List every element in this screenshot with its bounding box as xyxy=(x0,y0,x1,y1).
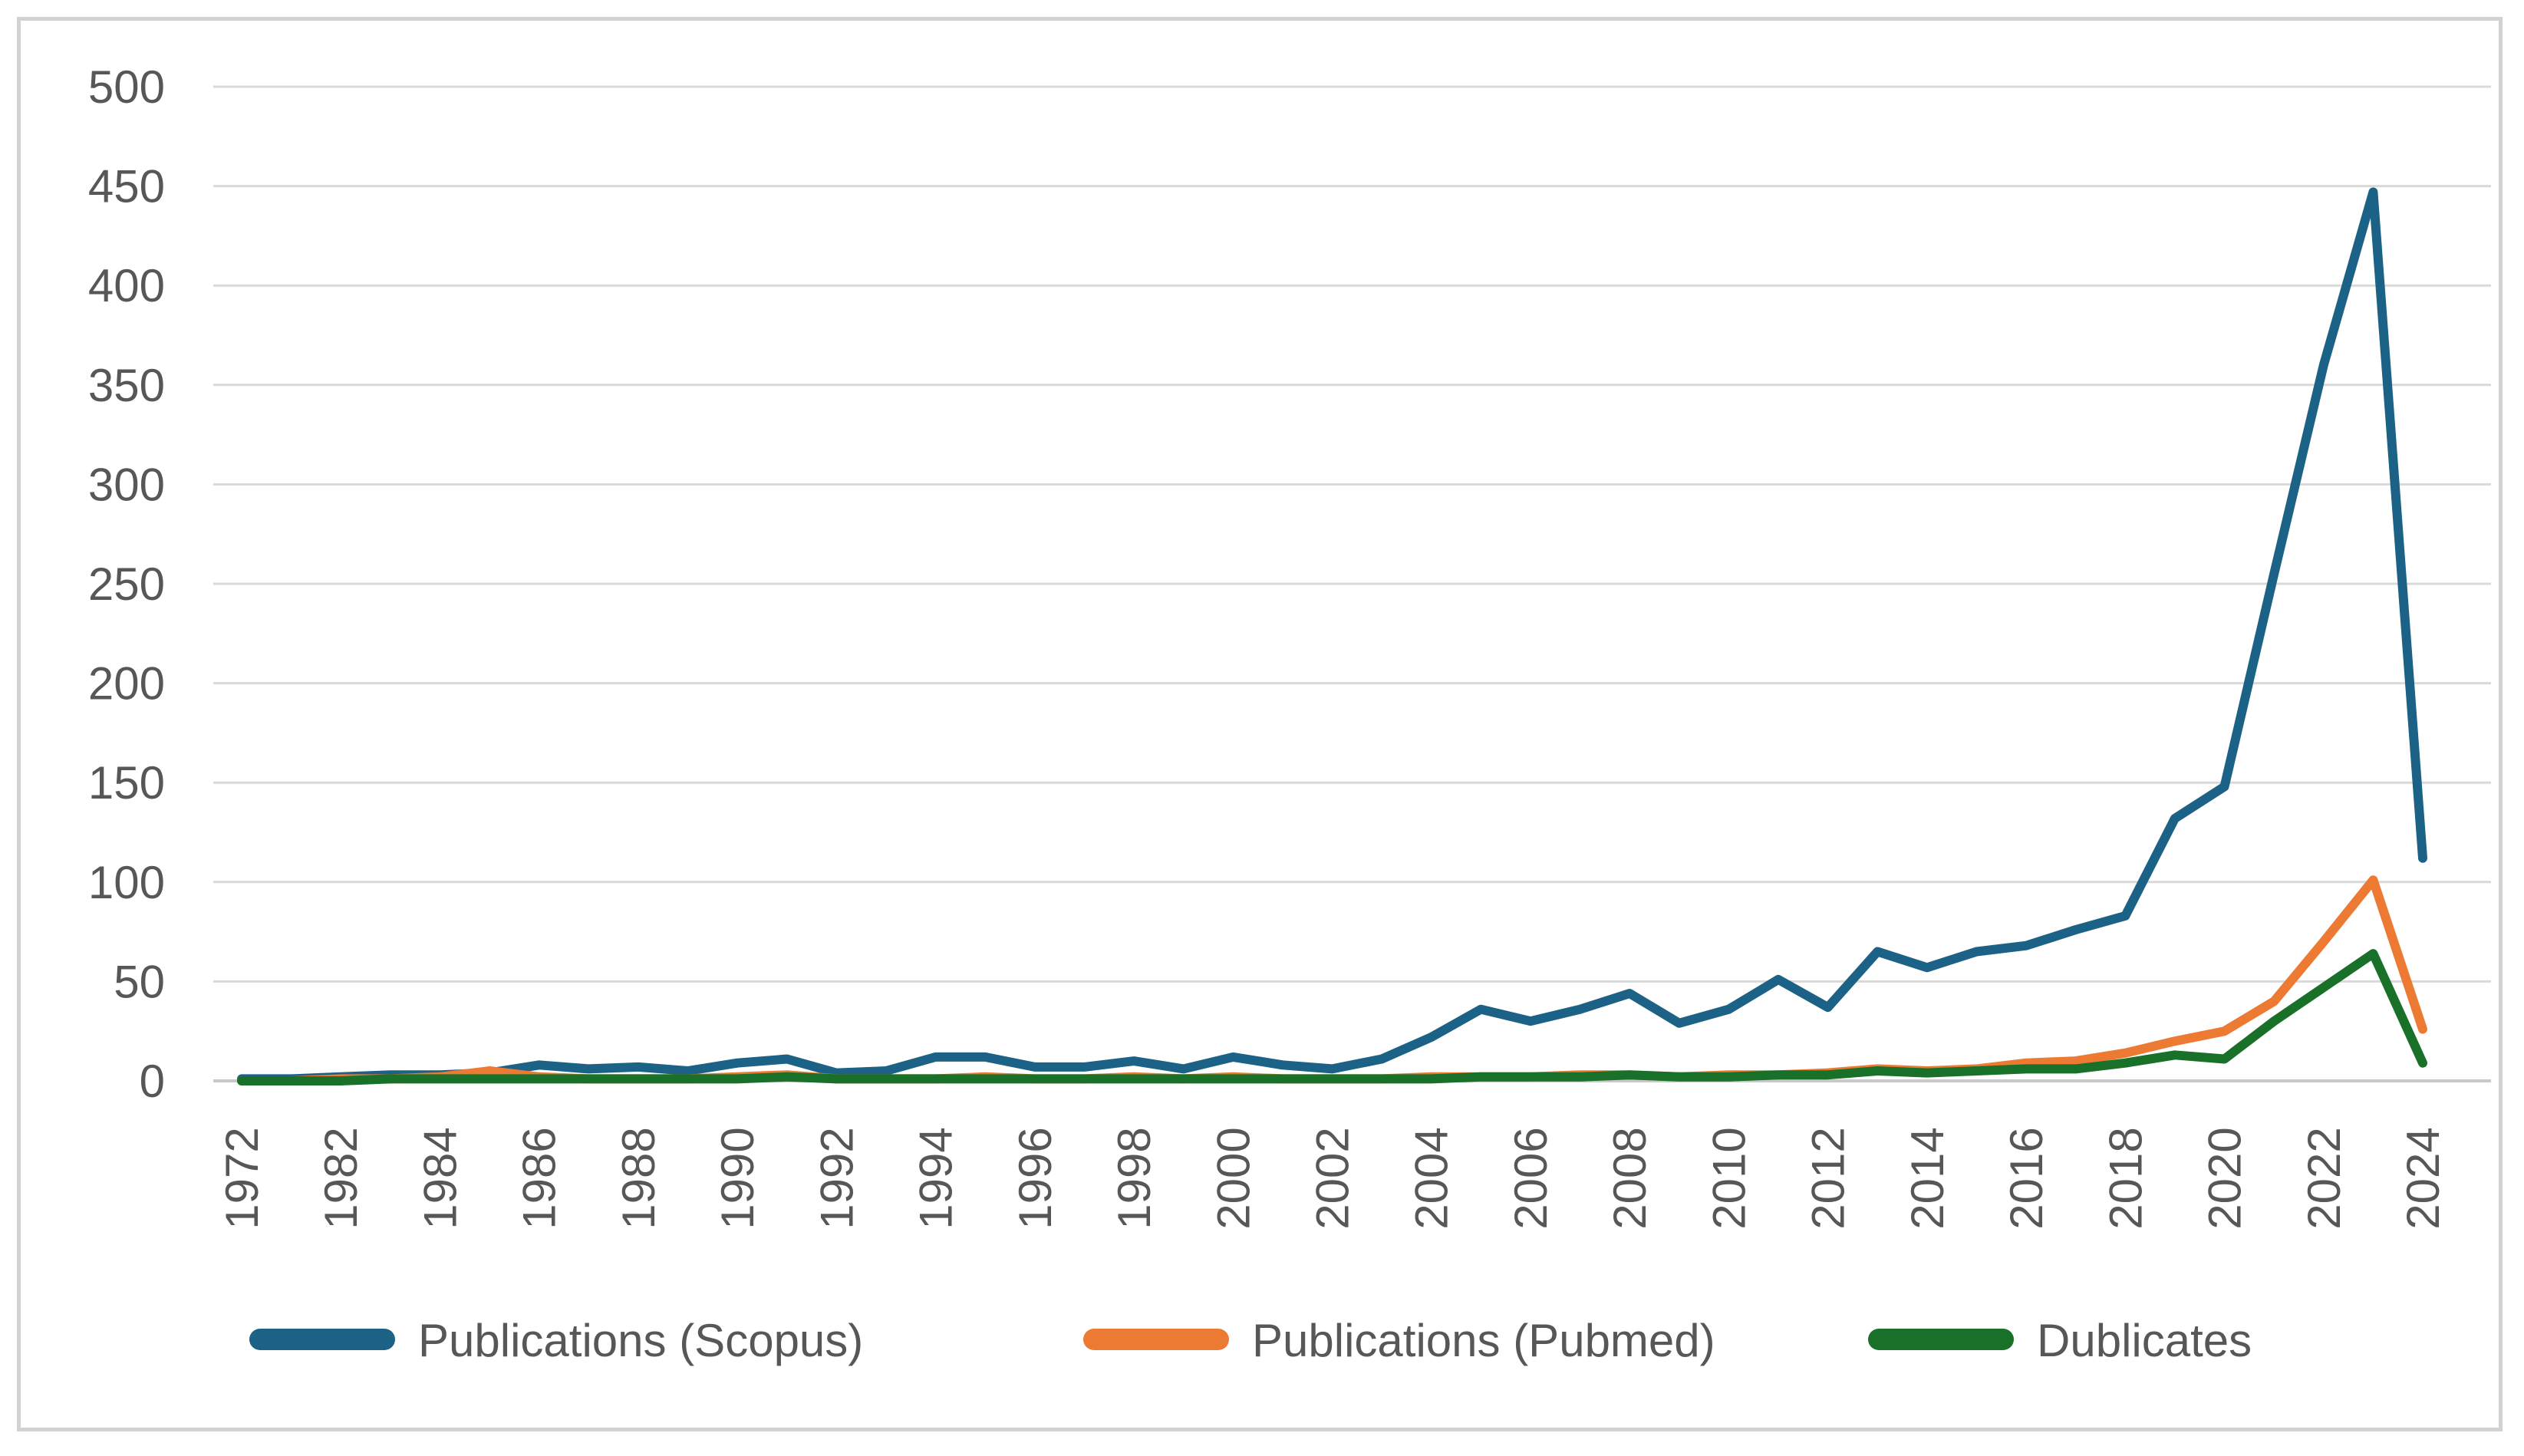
y-tick-label: 400 xyxy=(88,260,165,311)
x-tick-label: 2016 xyxy=(2001,1127,2052,1229)
y-tick-label: 50 xyxy=(114,956,165,1007)
y-tick-label: 100 xyxy=(88,857,165,908)
x-tick-label: 1986 xyxy=(514,1127,565,1229)
y-tick-label: 450 xyxy=(88,161,165,212)
x-tick-label: 2002 xyxy=(1307,1127,1359,1229)
legend-label-publications-pubmed: Publications (Pubmed) xyxy=(1252,1315,1715,1366)
legend-item-dublicates: Dublicates xyxy=(1868,1315,2252,1366)
y-tick-label: 150 xyxy=(88,757,165,809)
y-gridlines xyxy=(213,85,2491,1082)
x-tick-label: 2014 xyxy=(1902,1127,1953,1229)
x-tick-label: 1998 xyxy=(1109,1127,1160,1229)
x-tick-label: 1972 xyxy=(216,1127,268,1229)
series-line-publications-scopus xyxy=(237,187,2427,1084)
x-tick-label: 1992 xyxy=(811,1127,862,1229)
x-tick-label: 1990 xyxy=(712,1127,763,1229)
legend-swatch-dublicates xyxy=(1868,1329,2014,1350)
legend-swatch-publications-pubmed xyxy=(1083,1329,1229,1350)
x-tick-label: 1996 xyxy=(1010,1127,1061,1229)
x-tick-label: 1984 xyxy=(415,1127,466,1229)
x-tick-label: 2010 xyxy=(1703,1127,1755,1229)
x-tick-label: 2012 xyxy=(1803,1127,1854,1229)
x-tick-label: 2018 xyxy=(2100,1127,2151,1229)
legend-label-publications-scopus: Publications (Scopus) xyxy=(418,1315,863,1366)
x-tick-label: 1988 xyxy=(613,1127,664,1229)
x-tick-label: 2020 xyxy=(2199,1127,2251,1229)
y-tick-label: 0 xyxy=(140,1056,165,1107)
y-tick-label: 250 xyxy=(88,558,165,610)
y-tick-label: 300 xyxy=(88,459,165,510)
y-tick-label: 200 xyxy=(88,658,165,710)
y-axis-tick-labels: 0 50 100 150 200 250 300 350 400 450 500 xyxy=(88,61,165,1107)
legend-item-publications-pubmed: Publications (Pubmed) xyxy=(1083,1315,1715,1366)
x-tick-label: 2022 xyxy=(2298,1127,2350,1229)
legend-item-publications-scopus: Publications (Scopus) xyxy=(249,1315,863,1366)
x-tick-label: 2024 xyxy=(2397,1127,2449,1229)
legend: Publications (Scopus) Publications (Pubme… xyxy=(249,1315,2252,1366)
x-tick-label: 2004 xyxy=(1406,1127,1458,1229)
y-tick-label: 500 xyxy=(88,61,165,113)
legend-swatch-publications-scopus xyxy=(249,1329,395,1350)
series-line-dublicates xyxy=(237,949,2427,1085)
x-tick-label: 2006 xyxy=(1505,1127,1557,1229)
x-tick-label: 1994 xyxy=(911,1127,962,1229)
x-tick-label: 2000 xyxy=(1208,1127,1259,1229)
x-tick-label: 1982 xyxy=(315,1127,367,1229)
x-tick-label: 2008 xyxy=(1604,1127,1656,1229)
legend-label-dublicates: Dublicates xyxy=(2037,1315,2252,1366)
x-axis-tick-labels: 1972 1982 1984 1986 1988 1990 1992 1994 1996 1998… xyxy=(216,1127,2449,1229)
y-tick-label: 350 xyxy=(88,360,165,411)
